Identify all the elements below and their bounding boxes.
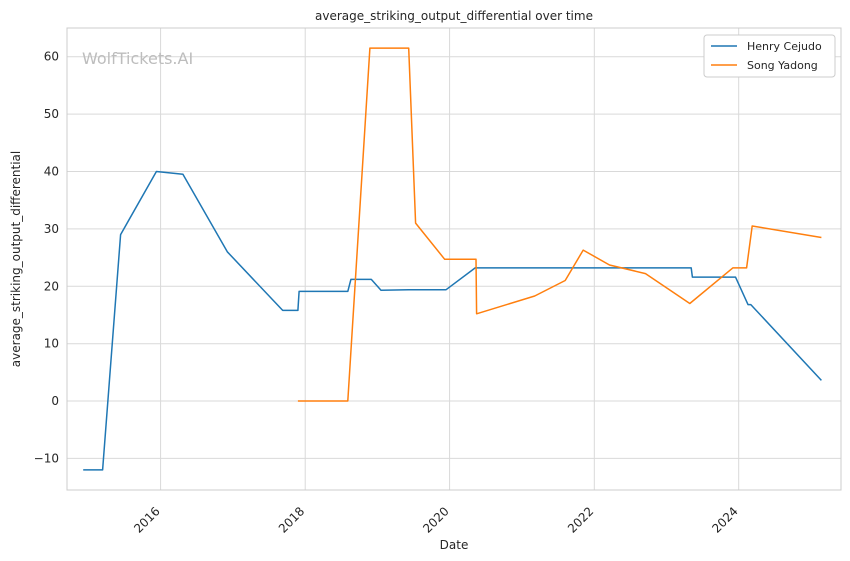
y-tick-label: 40 bbox=[44, 165, 59, 179]
chart-title: average_striking_output_differential ove… bbox=[315, 9, 593, 23]
y-axis-label: average_striking_output_differential bbox=[9, 151, 23, 367]
y-tick-label: −10 bbox=[34, 451, 59, 465]
y-tick-label: 20 bbox=[44, 279, 59, 293]
y-tick-label: 60 bbox=[44, 50, 59, 64]
plot-area bbox=[66, 27, 842, 491]
legend: Henry Cejudo Song Yadong bbox=[703, 34, 836, 78]
grid-lines bbox=[67, 28, 841, 490]
x-axis-label: Date bbox=[440, 538, 469, 552]
legend-label-henry-cejudo: Henry Cejudo bbox=[747, 40, 822, 53]
watermark: WolfTickets.AI bbox=[82, 49, 193, 68]
y-tick-label: 50 bbox=[44, 107, 59, 121]
y-tick-label: 10 bbox=[44, 337, 59, 351]
series-lines bbox=[83, 47, 822, 471]
legend-label-song-yadong: Song Yadong bbox=[747, 59, 818, 72]
y-tick-label: 30 bbox=[44, 222, 59, 236]
y-tick-label: 0 bbox=[51, 394, 59, 408]
series-line-song-yadong bbox=[297, 47, 822, 402]
series-line-henry-cejudo bbox=[83, 170, 822, 471]
